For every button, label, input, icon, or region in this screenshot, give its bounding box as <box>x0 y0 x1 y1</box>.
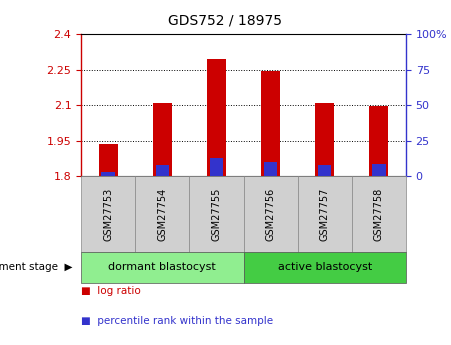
Bar <box>318 165 331 176</box>
Bar <box>156 165 169 176</box>
Bar <box>135 176 189 252</box>
Bar <box>261 71 280 176</box>
Bar <box>101 172 115 176</box>
Text: GSM27753: GSM27753 <box>103 187 113 240</box>
Bar <box>244 252 406 283</box>
Bar <box>207 59 226 176</box>
Bar <box>372 164 386 176</box>
Text: GSM27757: GSM27757 <box>320 187 330 241</box>
Bar <box>81 252 244 283</box>
Text: dormant blastocyst: dormant blastocyst <box>109 263 216 272</box>
Bar <box>244 176 298 252</box>
Text: GDS752 / 18975: GDS752 / 18975 <box>169 14 282 28</box>
Bar <box>369 106 388 176</box>
Text: GSM27758: GSM27758 <box>374 187 384 240</box>
Text: active blastocyst: active blastocyst <box>278 263 372 272</box>
Text: GSM27755: GSM27755 <box>212 187 221 241</box>
Bar <box>298 176 352 252</box>
Text: development stage  ▶: development stage ▶ <box>0 263 72 272</box>
Bar <box>264 162 277 176</box>
Text: ■  percentile rank within the sample: ■ percentile rank within the sample <box>81 316 273 326</box>
Text: ■  log ratio: ■ log ratio <box>81 286 141 296</box>
Bar <box>81 176 135 252</box>
Text: GSM27756: GSM27756 <box>266 187 276 240</box>
Bar <box>153 104 172 176</box>
Bar <box>189 176 244 252</box>
Bar <box>352 176 406 252</box>
Bar <box>315 104 334 176</box>
Bar <box>210 158 223 176</box>
Bar <box>99 144 118 176</box>
Text: GSM27754: GSM27754 <box>157 187 167 240</box>
